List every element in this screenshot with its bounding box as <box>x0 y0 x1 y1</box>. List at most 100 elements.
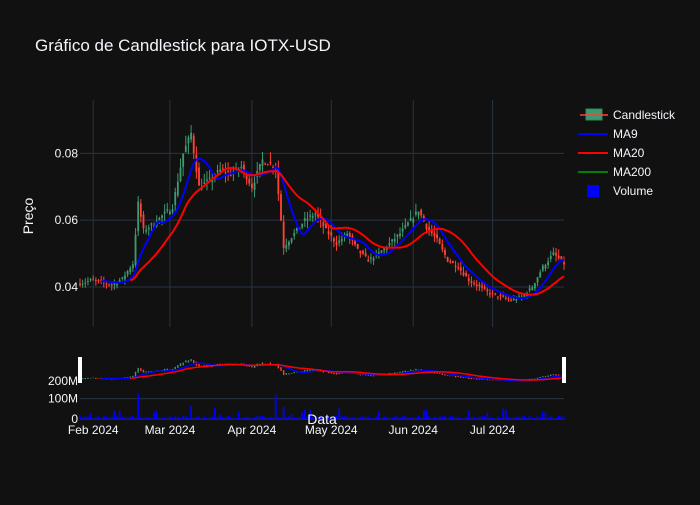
candle-body <box>396 234 399 237</box>
volume-bar <box>282 406 285 419</box>
legend-item-ma9[interactable]: MA9 <box>578 127 638 141</box>
candle-body <box>126 271 129 275</box>
volume-bar <box>502 408 505 419</box>
volume-bar <box>235 417 237 419</box>
candle-body <box>142 214 145 229</box>
volume-bar <box>354 417 356 419</box>
volume-bar <box>176 416 179 419</box>
candle-body <box>481 285 483 288</box>
slider-handle-right[interactable] <box>562 357 566 383</box>
volume-bar <box>377 411 380 419</box>
price-grid <box>80 100 564 327</box>
x-axis-label: Data <box>307 411 337 427</box>
candle-body <box>507 298 510 300</box>
candle-body <box>147 227 150 230</box>
candle-body <box>417 211 420 216</box>
candle-body <box>441 244 444 250</box>
candle-body <box>388 242 391 246</box>
volume-bar <box>539 417 542 419</box>
candle-body <box>137 201 140 232</box>
candle-body <box>219 169 222 172</box>
volume-bar <box>560 415 563 419</box>
candle-body <box>282 221 285 249</box>
volume-bar <box>549 416 552 419</box>
candle-body <box>451 261 454 264</box>
volume-bar <box>206 417 208 419</box>
candle-body <box>108 284 111 286</box>
volume-bar <box>563 416 565 419</box>
moving-averages <box>101 157 565 300</box>
candle-body <box>483 286 486 289</box>
volume-bar <box>309 410 312 419</box>
volume-bar <box>211 416 214 419</box>
candle-body <box>446 257 449 262</box>
candle-body <box>467 278 470 282</box>
candle-body <box>288 241 290 246</box>
candle-body <box>533 283 536 289</box>
volume-bar <box>380 417 383 419</box>
legend-item-ma20[interactable]: MA20 <box>578 146 645 160</box>
volume-bar <box>131 416 134 419</box>
candle-body <box>79 283 81 286</box>
candle-body <box>465 272 468 277</box>
volume-bar <box>388 417 391 419</box>
candle-body <box>290 238 293 243</box>
volume-bar <box>438 416 441 419</box>
volume-bar <box>227 415 230 419</box>
date-axis: Feb 2024 Mar 2024 Apr 2024 May 2024 Jun 2024… <box>68 423 516 437</box>
candle-body <box>224 172 227 174</box>
range-slider[interactable] <box>78 357 566 383</box>
volume-bar <box>399 417 401 419</box>
candle-body <box>134 234 137 266</box>
volume-bar <box>81 417 84 419</box>
candle-body <box>425 223 428 229</box>
slider-handle-left[interactable] <box>78 357 82 383</box>
candle-body <box>499 294 502 297</box>
volume-bar <box>520 416 523 419</box>
price-tick-label: 0.06 <box>55 213 79 227</box>
volume-bar <box>507 416 510 419</box>
candle-body <box>216 170 219 173</box>
candle-body <box>475 284 478 287</box>
volume-bar <box>544 412 547 419</box>
volume-bar <box>243 416 245 419</box>
candle-body <box>531 287 534 291</box>
candle-body <box>166 209 169 211</box>
legend: Candlestick MA9 MA20 MA200 Volume <box>578 108 676 198</box>
candle-body <box>560 256 563 260</box>
candle-body <box>182 153 185 167</box>
volume-bar <box>192 417 195 419</box>
candle-body <box>346 233 349 237</box>
legend-item-volume[interactable]: Volume <box>587 184 653 198</box>
volume-bar <box>462 418 465 419</box>
candle-body <box>169 211 171 215</box>
candle-body <box>335 242 338 246</box>
candle-body <box>399 233 401 237</box>
volume-bar <box>94 416 97 419</box>
candle-body <box>322 222 325 227</box>
candle-body <box>266 164 269 166</box>
volume-tick-label: 100M <box>48 392 78 406</box>
candle-body <box>541 265 544 271</box>
candle-body <box>150 223 153 225</box>
volume-bar <box>200 418 203 419</box>
volume-bar <box>314 416 317 419</box>
volume-tick-label: 200M <box>48 374 78 388</box>
candle-body <box>372 258 375 261</box>
volume-bar <box>547 417 550 419</box>
volume-bar <box>92 418 95 419</box>
date-tick-label: Mar 2024 <box>145 423 196 437</box>
candle-body <box>110 284 113 286</box>
legend-item-ma200[interactable]: MA200 <box>578 165 651 179</box>
candle-body <box>515 299 518 301</box>
candle-body <box>478 284 481 287</box>
candle-body <box>494 293 497 295</box>
price-axis: 0.04 0.06 0.08 <box>55 146 79 294</box>
candle-body <box>272 166 274 168</box>
legend-item-candlestick[interactable]: Candlestick <box>580 108 676 122</box>
volume-bar <box>359 417 362 419</box>
price-tick-label: 0.04 <box>55 280 79 294</box>
candle-body <box>338 240 341 243</box>
candle-body <box>309 215 312 217</box>
